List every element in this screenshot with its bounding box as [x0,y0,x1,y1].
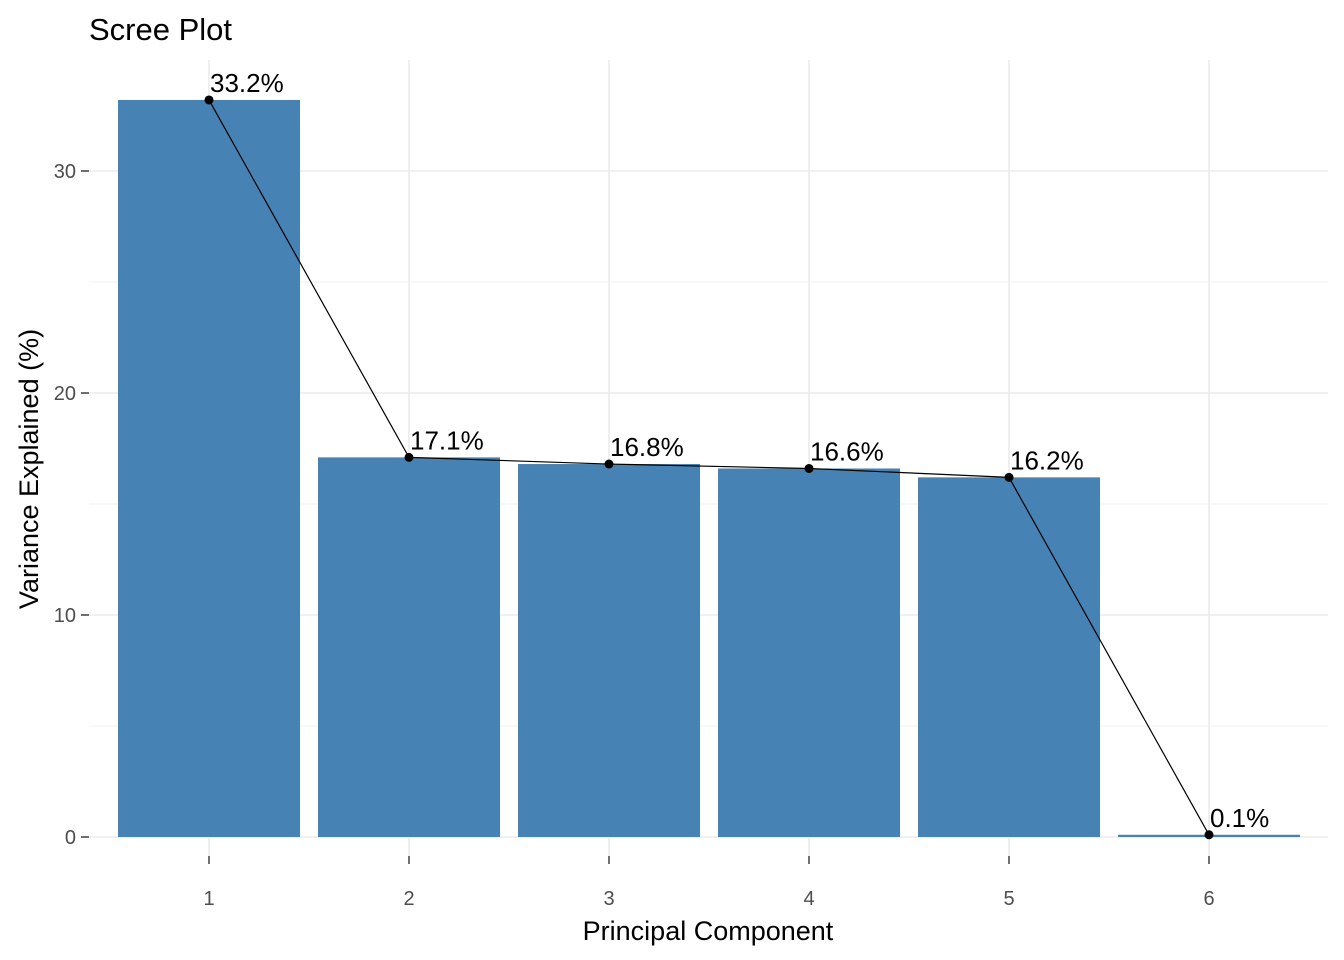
bars-group [118,99,1300,837]
y-axis-title: Variance Explained (%) [14,329,44,609]
point-pc-1 [204,95,214,105]
y-axis: 0 10 20 30 [54,161,89,849]
y-tick-label: 10 [54,605,76,627]
bar-pc-2 [318,457,500,837]
data-label-pc-3: 16.8% [610,432,684,462]
chart-title: Scree Plot [89,12,232,47]
x-tick-label: 2 [403,888,414,910]
x-tick-label: 6 [1203,888,1214,910]
point-pc-6 [1204,830,1214,840]
bar-pc-1 [118,99,300,837]
x-tick-label: 1 [203,888,214,910]
y-tick-label: 30 [54,161,76,183]
point-pc-5 [1004,472,1014,482]
x-tick-label: 5 [1003,888,1014,910]
x-tick-label: 4 [803,888,814,910]
data-label-pc-6: 0.1% [1210,803,1269,833]
variance-trend-line [208,99,1210,836]
bar-pc-3 [518,464,700,837]
point-pc-3 [604,459,614,469]
bar-pc-4 [718,468,900,837]
point-pc-2 [404,452,414,462]
x-axis: 1 2 3 4 5 6 [203,856,1215,910]
data-label-pc-4: 16.6% [810,436,884,466]
x-tick-label: 3 [603,888,614,910]
data-label-pc-2: 17.1% [410,425,484,455]
trend-line-group [204,95,1214,840]
y-tick-label: 20 [54,383,76,405]
y-tick-label: 0 [65,827,76,849]
data-label-pc-1: 33.2% [210,68,284,98]
bar-pc-5 [918,477,1100,837]
point-pc-4 [804,463,814,473]
data-labels-group: 33.2% 17.1% 16.8% 16.6% 16.2% 0.1% [210,68,1269,833]
data-label-pc-5: 16.2% [1010,445,1084,475]
x-axis-title: Principal Component [583,916,834,946]
